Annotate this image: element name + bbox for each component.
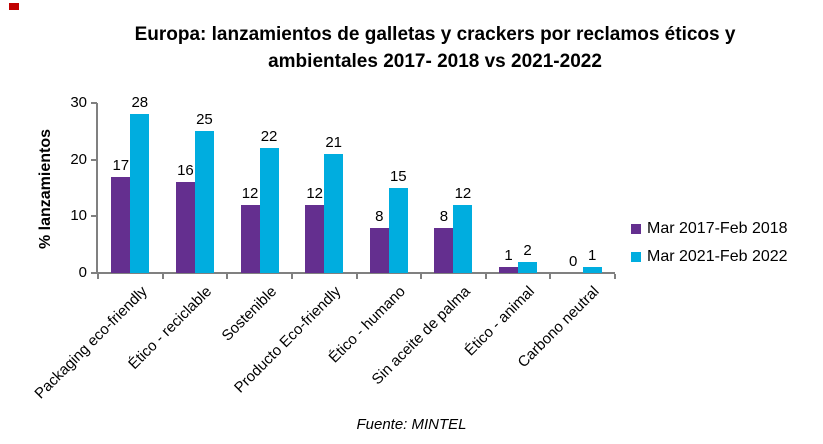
y-axis-line: [96, 103, 98, 274]
bar-value-label: 28: [131, 94, 149, 112]
x-tick-mark: [355, 274, 358, 279]
bar-value-label: 12: [454, 185, 472, 202]
bar-value-label: 21: [325, 134, 343, 151]
bar-value-label: 2: [523, 241, 532, 259]
legend-label: Mar 2021-Feb 2022: [647, 248, 788, 265]
bar-value-label: 25: [196, 111, 213, 129]
bar: [324, 154, 344, 273]
y-tick-label: 10: [70, 207, 87, 225]
bar-value-label: 0: [569, 253, 578, 270]
x-tick-mark: [97, 274, 99, 279]
bar-value-label: 16: [177, 162, 194, 180]
legend-item: Mar 2017-Feb 2018: [631, 221, 788, 237]
bar-value-label: 1: [504, 247, 513, 265]
bar-value-label: 22: [260, 128, 278, 146]
y-axis-title: % lanzamientos: [37, 128, 54, 250]
y-tick-mark: [91, 215, 97, 218]
bar: [111, 176, 131, 273]
x-tick-mark: [549, 274, 552, 279]
y-tick-mark: [91, 158, 97, 161]
category-label: Packaging eco-friendly: [30, 283, 151, 403]
bar-value-label: 12: [241, 185, 259, 202]
legend-swatch-icon: [631, 224, 641, 234]
bar: [434, 227, 454, 273]
red-marker-icon: [9, 3, 19, 10]
y-tick-mark: [91, 272, 97, 274]
chart-title-line1: Europa: lanzamientos de galletas y crack…: [134, 24, 736, 45]
bar-value-label: 1: [588, 247, 597, 265]
bar-value-label: 8: [375, 207, 384, 225]
source-note: Fuente: MINTEL: [356, 416, 467, 433]
chart-title: Europa: lanzamientos de galletas y crack…: [55, 21, 815, 75]
bar-value-label: 8: [439, 207, 449, 225]
category-label: Producto Eco-friendly: [230, 283, 345, 397]
legend-label: Mar 2017-Feb 2018: [647, 220, 788, 237]
bar: [388, 188, 408, 273]
x-tick-mark: [614, 274, 616, 279]
x-tick-mark: [420, 274, 423, 279]
bar: [499, 267, 519, 273]
bar: [305, 205, 325, 273]
bar: [453, 205, 473, 273]
legend-swatch-icon: [631, 252, 641, 262]
bar-value-label: 12: [306, 185, 324, 202]
x-tick-mark: [290, 274, 293, 279]
x-tick-mark: [161, 274, 164, 279]
bar: [259, 148, 279, 273]
bar-value-label: 17: [112, 156, 130, 174]
y-tick-label: 30: [70, 94, 87, 111]
x-tick-mark: [226, 274, 229, 279]
legend-item: Mar 2021-Feb 2022: [631, 249, 788, 265]
bar: [194, 131, 214, 273]
bar: [175, 182, 195, 273]
bar: [518, 261, 538, 273]
y-tick-label: 0: [78, 264, 87, 281]
category-label: Sostenible: [218, 283, 280, 345]
y-tick-mark: [91, 102, 97, 104]
y-tick-label: 20: [70, 150, 87, 168]
bar: [130, 114, 150, 273]
x-tick-mark: [484, 274, 487, 279]
bar: [240, 205, 260, 273]
bar: [369, 227, 389, 273]
bar: [582, 267, 602, 273]
legend: Mar 2017-Feb 2018 Mar 2021-Feb 2022: [631, 221, 788, 277]
chart-title-line2: ambientales 2017- 2018 vs 2021-2022: [268, 51, 602, 72]
bar-value-label: 15: [389, 168, 407, 185]
x-axis-line: [96, 272, 615, 274]
